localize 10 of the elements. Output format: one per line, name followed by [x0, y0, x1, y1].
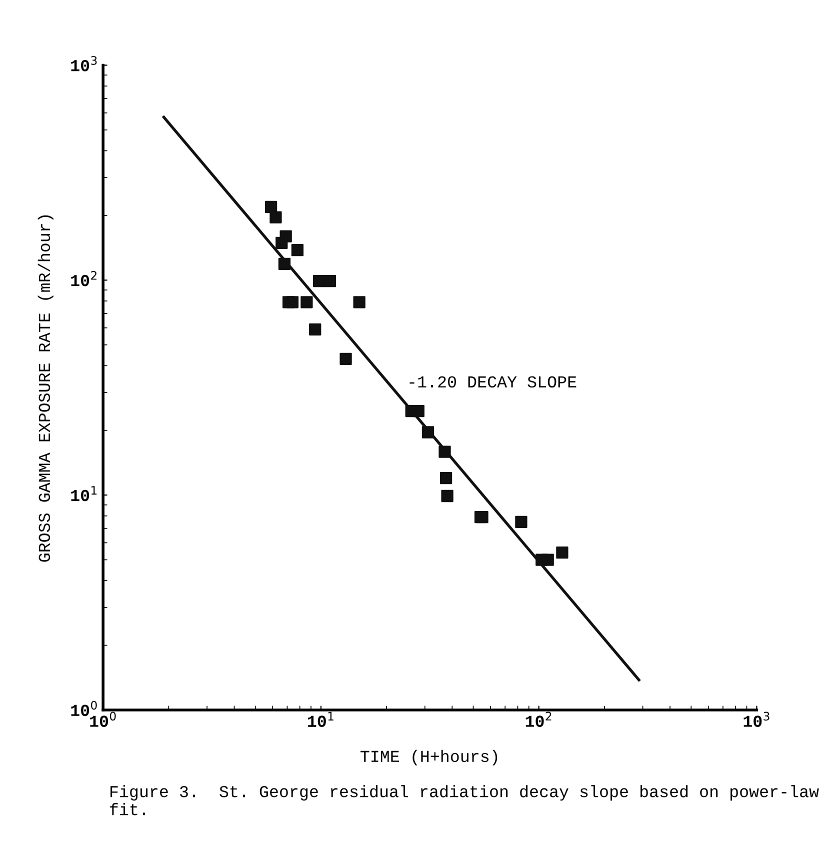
- y-axis-title: GROSS GAMMA EXPOSURE RATE (mR/hour): [38, 215, 54, 562]
- y-tick-label: 10$^{3}$: [71, 56, 97, 72]
- y-tick-label: 10$^{1}$: [71, 486, 97, 502]
- y-tick-label: 10$^{2}$: [71, 271, 96, 286]
- x-tick-label: 10$^{3}$: [744, 712, 770, 727]
- x-tick-label: 10$^{2}$: [526, 712, 552, 727]
- caption: Figure 3. St. George residual radiation decay slope based on power-law fit.: [110, 785, 819, 816]
- annotation: -1.20 DECAY SLOPE: [410, 376, 576, 388]
- x-tick-label: 10$^{1}$: [308, 712, 334, 727]
- x-axis-title: TIME (H+hours): [360, 750, 498, 766]
